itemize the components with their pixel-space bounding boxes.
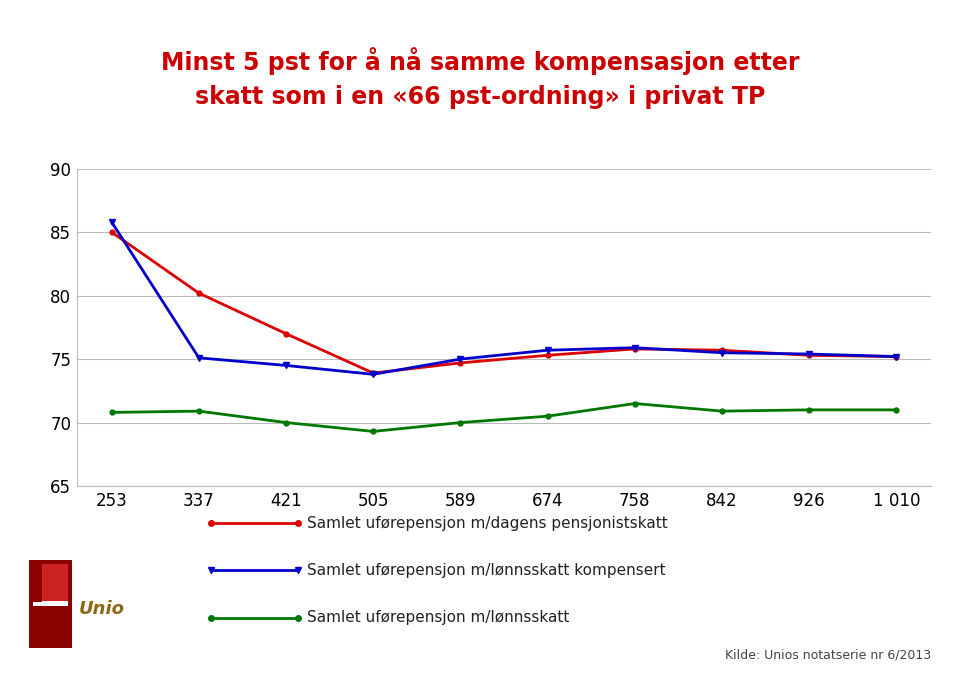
Text: Samlet uførepensjon m/dagens pensjonistskatt: Samlet uførepensjon m/dagens pensjonists…	[307, 516, 668, 531]
Bar	[33, 601, 68, 606]
Text: Minst 5 pst for å nå samme kompensasjon etter
skatt som i en «66 pst-ordning» i : Minst 5 pst for å nå samme kompensasjon …	[160, 47, 800, 109]
Text: Samlet uførepensjon m/lønnsskatt: Samlet uførepensjon m/lønnsskatt	[307, 610, 569, 625]
Bar	[33, 564, 42, 602]
Text: Unio: Unio	[79, 599, 125, 618]
Text: Samlet uførepensjon m/lønnsskatt kompensert: Samlet uførepensjon m/lønnsskatt kompens…	[307, 563, 666, 578]
Bar	[33, 564, 68, 602]
Text: Kilde: Unios notatserie nr 6/2013: Kilde: Unios notatserie nr 6/2013	[725, 649, 931, 662]
Bar	[29, 560, 72, 648]
